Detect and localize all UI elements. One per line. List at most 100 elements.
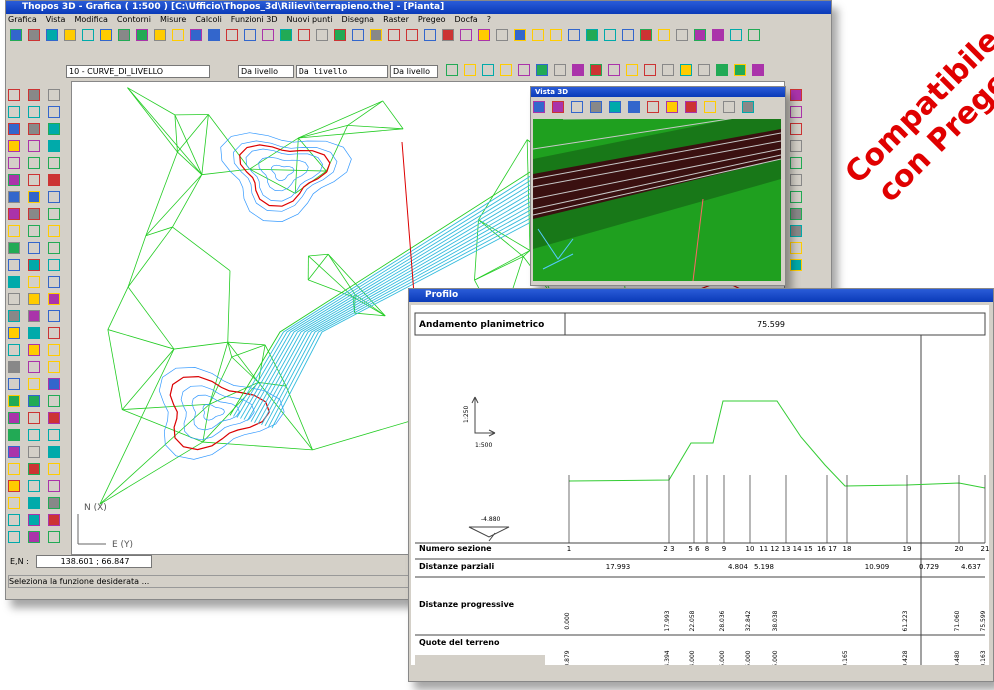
tool-button[interactable] (48, 395, 60, 407)
tool-button[interactable] (28, 344, 40, 356)
tool-button[interactable] (10, 29, 22, 41)
tool-button[interactable] (48, 208, 60, 220)
tool-button[interactable] (28, 463, 40, 475)
tool-button[interactable] (734, 64, 746, 76)
tool-button[interactable] (532, 29, 544, 41)
tool-button[interactable] (640, 29, 652, 41)
tool-button[interactable] (28, 378, 40, 390)
tool-button[interactable] (752, 64, 764, 76)
color-select[interactable]: Da livello (238, 65, 294, 78)
tool-button[interactable] (644, 64, 656, 76)
tool-button[interactable] (28, 191, 40, 203)
menu-item[interactable]: Contorni (117, 15, 151, 24)
tool-button[interactable] (8, 463, 20, 475)
tool-button[interactable] (442, 29, 454, 41)
tool-button[interactable] (609, 101, 621, 113)
tool-button[interactable] (406, 29, 418, 41)
tool-button[interactable] (48, 412, 60, 424)
tool-button[interactable] (8, 106, 20, 118)
tool-button[interactable] (662, 64, 674, 76)
tool-button[interactable] (48, 446, 60, 458)
tool-button[interactable] (742, 101, 754, 113)
tool-button[interactable] (298, 29, 310, 41)
tool-button[interactable] (190, 29, 202, 41)
tool-button[interactable] (8, 480, 20, 492)
linetype-select[interactable]: Da livello (296, 65, 388, 78)
tool-button[interactable] (28, 106, 40, 118)
tool-button[interactable] (48, 106, 60, 118)
tool-button[interactable] (8, 191, 20, 203)
menu-item[interactable]: Docfa (455, 15, 478, 24)
tool-button[interactable] (48, 344, 60, 356)
tool-button[interactable] (370, 29, 382, 41)
tool-button[interactable] (28, 259, 40, 271)
tool-button[interactable] (48, 140, 60, 152)
tool-button[interactable] (500, 64, 512, 76)
tool-button[interactable] (28, 276, 40, 288)
tool-button[interactable] (28, 514, 40, 526)
tool-button[interactable] (262, 29, 274, 41)
tool-button[interactable] (552, 101, 564, 113)
menu-item[interactable]: Disegna (342, 15, 375, 24)
tool-button[interactable] (8, 395, 20, 407)
tool-button[interactable] (8, 446, 20, 458)
tool-button[interactable] (533, 101, 545, 113)
tool-button[interactable] (48, 89, 60, 101)
tool-button[interactable] (712, 29, 724, 41)
tool-button[interactable] (48, 514, 60, 526)
tool-button[interactable] (482, 64, 494, 76)
tool-button[interactable] (48, 463, 60, 475)
tool-button[interactable] (352, 29, 364, 41)
tool-button[interactable] (136, 29, 148, 41)
tool-button[interactable] (48, 327, 60, 339)
tool-button[interactable] (8, 157, 20, 169)
tool-button[interactable] (496, 29, 508, 41)
tool-button[interactable] (518, 64, 530, 76)
tool-button[interactable] (48, 429, 60, 441)
tool-button[interactable] (604, 29, 616, 41)
tool-button[interactable] (8, 208, 20, 220)
tool-button[interactable] (8, 429, 20, 441)
tool-button[interactable] (28, 225, 40, 237)
tool-button[interactable] (748, 29, 760, 41)
tool-button[interactable] (554, 64, 566, 76)
tool-button[interactable] (208, 29, 220, 41)
tool-button[interactable] (28, 29, 40, 41)
tool-button[interactable] (8, 123, 20, 135)
tool-button[interactable] (118, 29, 130, 41)
tool-button[interactable] (334, 29, 346, 41)
tool-button[interactable] (514, 29, 526, 41)
tool-button[interactable] (388, 29, 400, 41)
tool-button[interactable] (446, 64, 458, 76)
tool-button[interactable] (48, 276, 60, 288)
tool-button[interactable] (8, 378, 20, 390)
tool-button[interactable] (8, 531, 20, 543)
menu-item[interactable]: Nuovi punti (287, 15, 333, 24)
tool-button[interactable] (8, 140, 20, 152)
tool-button[interactable] (8, 293, 20, 305)
menu-item[interactable]: Calcoli (195, 15, 221, 24)
tool-button[interactable] (28, 327, 40, 339)
tool-button[interactable] (28, 361, 40, 373)
tool-button[interactable] (550, 29, 562, 41)
tool-button[interactable] (48, 157, 60, 169)
tool-button[interactable] (568, 29, 580, 41)
tool-button[interactable] (622, 29, 634, 41)
tool-button[interactable] (8, 514, 20, 526)
tool-button[interactable] (464, 64, 476, 76)
tool-button[interactable] (28, 174, 40, 186)
tool-button[interactable] (48, 259, 60, 271)
tool-button[interactable] (28, 480, 40, 492)
tool-button[interactable] (8, 310, 20, 322)
tool-button[interactable] (8, 242, 20, 254)
tool-button[interactable] (48, 225, 60, 237)
tool-button[interactable] (154, 29, 166, 41)
tool-button[interactable] (536, 64, 548, 76)
tool-button[interactable] (8, 225, 20, 237)
tool-button[interactable] (172, 29, 184, 41)
tool-button[interactable] (244, 29, 256, 41)
tool-button[interactable] (226, 29, 238, 41)
menu-item[interactable]: Raster (383, 15, 409, 24)
tool-button[interactable] (8, 327, 20, 339)
tool-button[interactable] (46, 29, 58, 41)
